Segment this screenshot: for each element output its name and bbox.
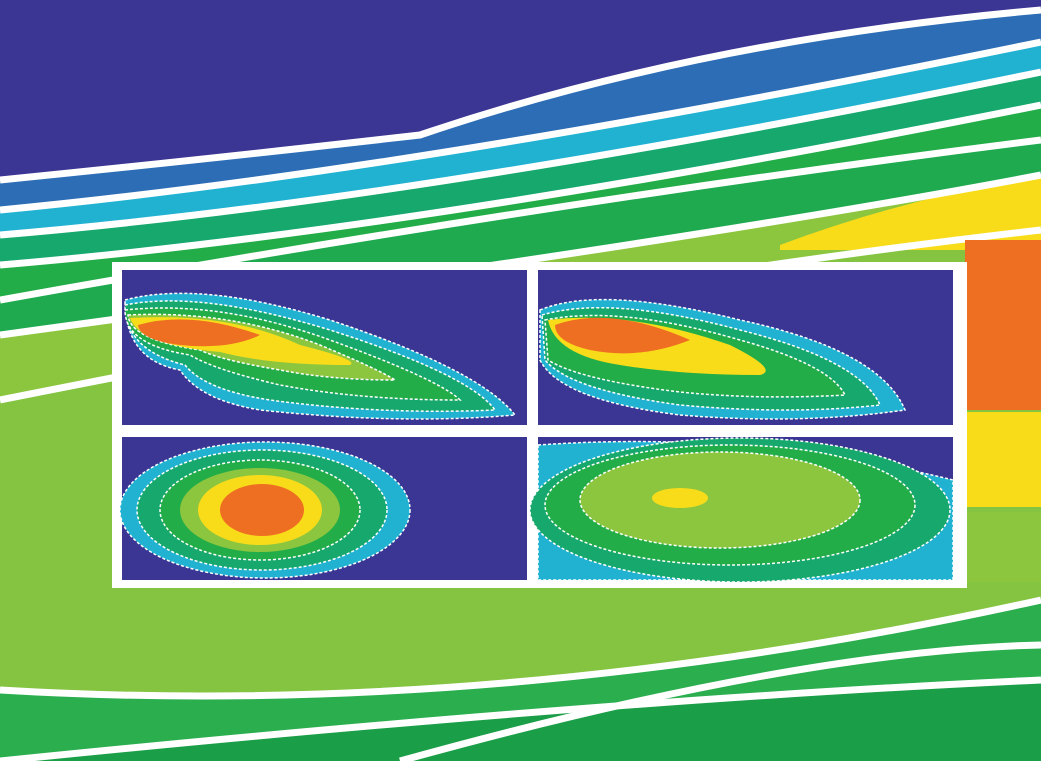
separator [0,68,1041,239]
band [0,680,1041,761]
panel [122,270,527,425]
separator [0,596,1041,700]
separator [0,38,1041,214]
band [780,175,1041,250]
block [965,240,1041,410]
separator [0,6,1041,184]
separator [399,641,1041,761]
separator [0,101,1041,269]
panel [529,437,954,583]
separator [0,676,1041,761]
panel [119,437,527,580]
block [965,412,1041,507]
band [0,0,1041,180]
panel [538,270,953,425]
block [965,512,1041,582]
